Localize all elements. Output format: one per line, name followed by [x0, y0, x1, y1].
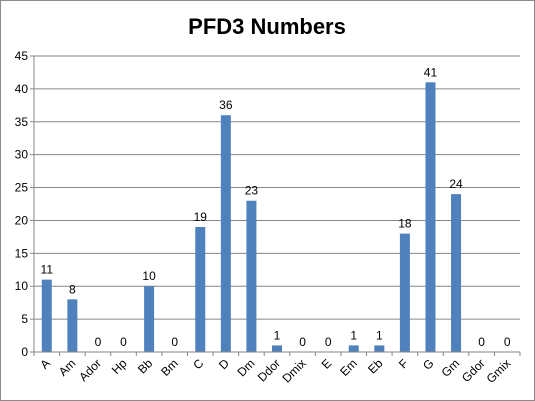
y-axis-ticks: 0 5 10 15 20 25 30 35 40 45 [15, 49, 34, 359]
bar [348, 345, 359, 352]
x-tick-label: Dmix [279, 356, 308, 385]
data-label: 0 [478, 335, 485, 349]
x-tick-label: Am [56, 356, 79, 379]
x-tick-label: Gdor [459, 356, 488, 385]
x-tick-label: Bb [135, 356, 156, 377]
x-tick-label: Em [337, 356, 360, 379]
data-label: 11 [41, 263, 54, 277]
y-tick-label: 5 [21, 312, 28, 326]
x-tick-label: Gm [439, 356, 463, 380]
bar [220, 115, 231, 352]
data-label: 19 [194, 210, 208, 224]
bar [67, 299, 78, 352]
data-label: 24 [449, 177, 463, 191]
data-label: 36 [219, 98, 233, 112]
data-label: 18 [398, 217, 412, 231]
x-tick-label: F [396, 356, 411, 371]
data-label: 1 [274, 328, 281, 342]
x-tick-label: A [37, 356, 53, 372]
x-tick-label: Hp [109, 356, 130, 377]
y-tick-label: 30 [15, 148, 29, 162]
data-label: 0 [95, 335, 102, 349]
x-tick-label: C [190, 356, 206, 372]
x-tick-label: Dm [234, 356, 257, 379]
data-label: 41 [424, 65, 438, 79]
x-tick-label: Ddor [255, 356, 283, 384]
chart-title: PFD3 Numbers [188, 14, 346, 39]
bar [399, 233, 410, 352]
bar [41, 279, 52, 352]
axes [33, 56, 520, 353]
gridlines [34, 55, 520, 320]
data-label: 1 [350, 328, 357, 342]
x-tick-label: Eb [365, 356, 386, 377]
y-tick-label: 25 [15, 181, 29, 195]
data-label: 0 [325, 335, 332, 349]
bars [41, 82, 462, 353]
data-label: 23 [245, 184, 259, 198]
x-tick-label: G [420, 356, 437, 373]
y-tick-label: 45 [15, 49, 29, 63]
data-label: 0 [504, 335, 511, 349]
data-label: 0 [120, 335, 127, 349]
x-tick-label: Bm [158, 356, 181, 379]
y-tick-label: 0 [21, 345, 28, 359]
x-tick-label: Gmix [484, 356, 514, 386]
y-tick-label: 10 [15, 279, 29, 293]
bar [272, 345, 282, 352]
data-label: 0 [171, 335, 178, 349]
bar [451, 194, 462, 352]
data-label: 8 [69, 282, 76, 296]
data-label: 1 [376, 328, 383, 342]
x-tick-label: E [319, 356, 335, 372]
bar [425, 82, 436, 353]
x-tick-label: Ador [76, 356, 104, 384]
x-tick-label: D [216, 356, 232, 372]
bar [246, 200, 257, 352]
bar [195, 227, 206, 352]
y-tick-label: 35 [15, 115, 29, 129]
data-label: 10 [142, 269, 156, 283]
y-tick-label: 40 [15, 82, 29, 96]
data-label: 0 [299, 335, 306, 349]
y-tick-label: 20 [15, 213, 29, 227]
y-tick-label: 15 [15, 246, 29, 260]
bar [374, 345, 385, 352]
bar [144, 286, 155, 352]
